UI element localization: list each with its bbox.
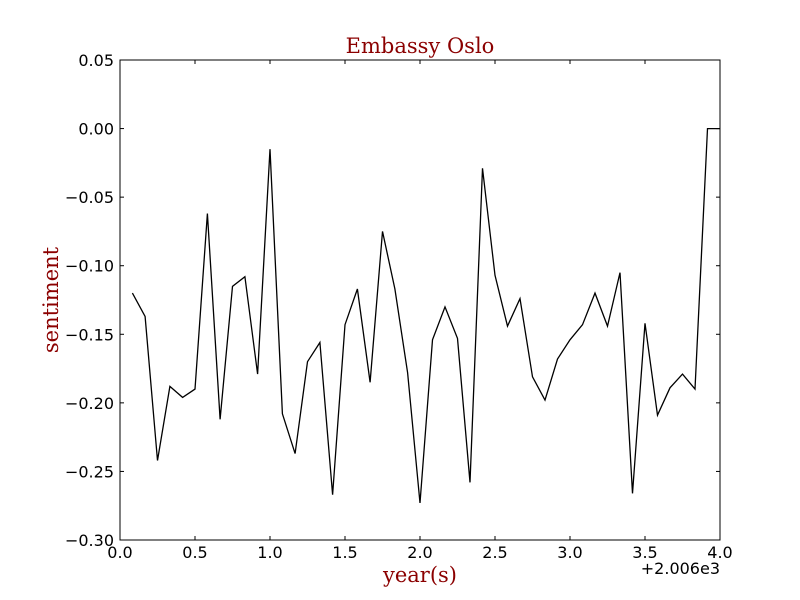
x-axis-title: year(s)	[382, 563, 457, 587]
chart-title: Embassy Oslo	[346, 34, 495, 58]
x-tick-label: 3.0	[557, 543, 582, 562]
y-tick-label: 0.05	[78, 51, 114, 70]
x-offset-label: +2.006e3	[641, 559, 720, 578]
plot-area	[120, 60, 720, 540]
y-tick-label: −0.15	[65, 325, 114, 344]
y-tick-label: −0.05	[65, 188, 114, 207]
y-tick-label: −0.30	[65, 531, 114, 550]
y-tick-label: −0.25	[65, 462, 114, 481]
y-tick-label: −0.10	[65, 257, 114, 276]
x-tick-label: 1.0	[257, 543, 282, 562]
y-axis-title: sentiment	[39, 246, 63, 353]
x-tick-label: 2.0	[407, 543, 432, 562]
x-tick-label: 0.5	[182, 543, 207, 562]
x-tick-label: 2.5	[482, 543, 507, 562]
x-tick-labels: 0.0 0.5 1.0 1.5 2.0 2.5 3.0 3.5 4.0	[107, 543, 732, 562]
y-tick-label: −0.20	[65, 394, 114, 413]
x-tick-label: 1.5	[332, 543, 357, 562]
y-tick-label: 0.00	[78, 120, 114, 139]
